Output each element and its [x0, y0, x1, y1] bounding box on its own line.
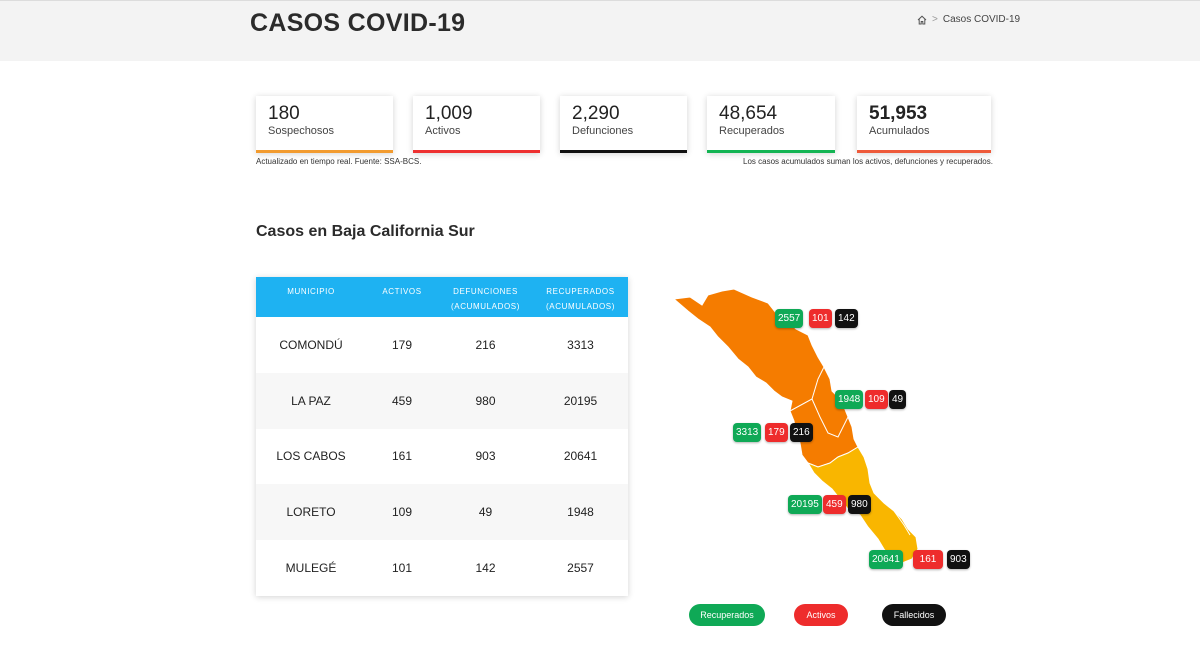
cell-recuperados: 20641: [563, 449, 598, 464]
cell-municipio: LOS CABOS: [276, 449, 346, 464]
stat-value: 51,953: [869, 103, 928, 124]
column-header-municipio: MUNICIPIO: [256, 277, 366, 317]
page-title: CASOS COVID-19: [250, 9, 466, 37]
legend-recuperados: Recuperados: [689, 604, 765, 626]
map-boundary: [811, 398, 849, 438]
stat-value: 48,654: [719, 103, 778, 124]
map-label-loreto-recuperados: 1948: [835, 390, 864, 409]
source-note: Actualizado en tiempo real. Fuente: SSA-…: [256, 157, 422, 166]
cell-recuperados: 20195: [533, 372, 628, 429]
bcs-map: 2557 101 142 1948 109 49 3313 179 216 20…: [672, 287, 982, 577]
cell-defunciones: 216: [475, 337, 496, 352]
stat-label: Activos: [425, 125, 461, 137]
cell-activos: 109: [366, 484, 438, 541]
cell-activos: 101: [391, 561, 413, 576]
stat-bar: [413, 150, 540, 153]
stat-label: Recuperados: [719, 125, 785, 137]
cell-activos: 161: [391, 449, 413, 464]
cell-municipio: LORETO: [256, 484, 366, 541]
map-boundary: [789, 366, 825, 412]
accumulated-note: Los casos acumulados suman los activos, …: [743, 157, 993, 166]
breadcrumb: > Casos COVID-19: [917, 14, 1020, 25]
stat-card-sospechosos: 180 Sospechosos: [256, 96, 393, 153]
cell-municipio: COMONDÚ: [279, 337, 343, 352]
stat-bar: [560, 150, 687, 153]
breadcrumb-separator: >: [932, 14, 938, 25]
cell-activos: 179: [391, 337, 413, 352]
stat-bar: [256, 150, 393, 153]
map-label-mulege-fallecidos: 142: [835, 309, 858, 328]
map-label-comondu-activos: 179: [765, 423, 788, 442]
bcs-map-shape: [672, 288, 919, 564]
cell-recuperados: 3313: [567, 337, 594, 352]
stat-card-acumulados: 51,953 Acumulados: [857, 96, 991, 153]
table-row: LA PAZ 459 980 20195: [256, 372, 628, 429]
table-header-row: MUNICIPIO ACTIVOS DEFUNCIONES (ACUMULADO…: [256, 277, 628, 317]
stat-value: 2,290: [572, 103, 620, 124]
map-label-lapaz-activos: 459: [823, 495, 846, 514]
map-label-loscabos-activos: 161: [913, 550, 943, 569]
stat-label: Acumulados: [869, 125, 930, 137]
table-row: COMONDÚ 179 216 3313: [256, 317, 628, 373]
map-label-loreto-activos: 109: [865, 390, 888, 409]
page-header: CASOS COVID-19 > Casos COVID-19: [0, 0, 1200, 61]
map-label-lapaz-fallecidos: 980: [848, 495, 871, 514]
legend-fallecidos: Fallecidos: [882, 604, 946, 626]
cell-defunciones: 980: [438, 372, 533, 429]
home-icon[interactable]: [917, 15, 927, 25]
map-label-mulege-activos: 101: [809, 309, 832, 328]
map-label-loscabos-recuperados: 20641: [869, 550, 903, 569]
map-label-comondu-recuperados: 3313: [733, 423, 762, 442]
stat-bar: [857, 150, 991, 153]
cell-recuperados: 2557: [567, 561, 594, 576]
section-title: Casos en Baja California Sur: [256, 223, 475, 240]
cell-defunciones: 49: [438, 484, 533, 541]
column-header-activos: ACTIVOS: [366, 277, 438, 317]
stat-card-activos: 1,009 Activos: [413, 96, 540, 153]
map-label-loreto-fallecidos: 49: [889, 390, 907, 409]
stat-bar: [707, 150, 835, 153]
stat-card-recuperados: 48,654 Recuperados: [707, 96, 835, 153]
map-label-mulege-recuperados: 2557: [775, 309, 804, 328]
breadcrumb-current: Casos COVID-19: [942, 14, 1021, 25]
cell-activos: 459: [366, 372, 438, 429]
stat-value: 180: [268, 103, 300, 124]
cases-table: MUNICIPIO ACTIVOS DEFUNCIONES (ACUMULADO…: [256, 277, 628, 596]
cell-municipio: MULEGÉ: [285, 561, 337, 576]
column-header-recuperados: RECUPERADOS (ACUMULADOS): [533, 277, 628, 317]
table-row: LOS CABOS 161 903 20641: [256, 429, 628, 485]
map-label-comondu-fallecidos: 216: [790, 423, 813, 442]
map-boundary: [893, 510, 911, 536]
cell-recuperados: 1948: [533, 484, 628, 541]
stat-label: Sospechosos: [268, 125, 335, 137]
column-header-defunciones: DEFUNCIONES (ACUMULADOS): [438, 277, 533, 317]
stat-card-defunciones: 2,290 Defunciones: [560, 96, 687, 153]
stat-label: Defunciones: [572, 125, 634, 137]
cell-municipio: LA PAZ: [256, 372, 366, 429]
map-label-loscabos-fallecidos: 903: [947, 550, 970, 569]
stat-value: 1,009: [425, 103, 473, 124]
table-row: LORETO 109 49 1948: [256, 484, 628, 541]
map-label-lapaz-recuperados: 20195: [788, 495, 822, 514]
legend-activos: Activos: [794, 604, 848, 626]
table-row: MULEGÉ 101 142 2557: [256, 540, 628, 596]
cell-defunciones: 142: [475, 561, 496, 576]
cell-defunciones: 903: [475, 449, 496, 464]
